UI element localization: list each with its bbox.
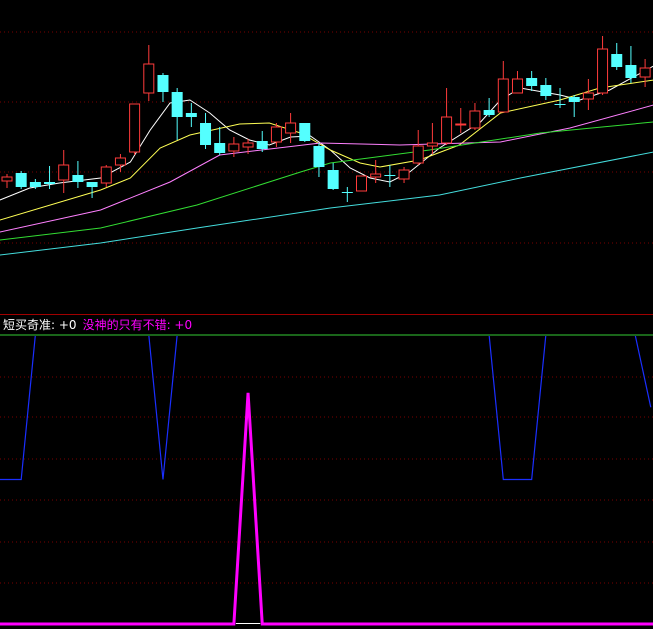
moving-average-line <box>0 79 653 221</box>
candle-body-up <box>582 92 594 100</box>
legend-not-bad: 没神的只有不错: +0 <box>82 318 193 332</box>
indicator-legend: 短买奇准: +0 没神的只有不错: +0 <box>3 317 192 333</box>
candle-body-down <box>483 110 495 115</box>
candle-body-down <box>625 65 637 78</box>
candle-body-down <box>72 175 84 182</box>
candle-body-down <box>313 146 325 167</box>
candle-body-down <box>327 170 339 189</box>
candle-body-down <box>256 141 268 149</box>
candle-body-down <box>341 192 353 193</box>
candle-body-down <box>29 182 41 187</box>
not-bad-line <box>0 392 653 626</box>
candle-body-up <box>597 48 609 94</box>
candle-body-down <box>568 97 580 102</box>
moving-average-line <box>0 104 653 233</box>
candle-body-up <box>143 63 155 94</box>
short-buy-line <box>0 336 652 481</box>
candle-body-down <box>157 75 169 92</box>
candle-body-up <box>426 142 438 147</box>
candle-body-up <box>497 78 509 113</box>
candle-body-down <box>214 143 226 153</box>
candle-body-down <box>185 113 197 117</box>
candle-body-up <box>1 176 13 182</box>
candle-body-down <box>44 182 56 184</box>
candle-body-up <box>228 143 240 152</box>
candle-body-down <box>384 175 396 176</box>
moving-average-line <box>0 151 653 256</box>
moving-average-line <box>0 121 653 241</box>
candle-body-down <box>554 104 566 105</box>
candle-body-down <box>86 182 98 187</box>
candle-body-up <box>58 164 70 181</box>
candle-body-up <box>285 122 297 134</box>
candle-body-up <box>639 67 651 78</box>
candle-body-up <box>114 157 126 166</box>
candle-body-up <box>270 126 282 143</box>
candle-body-down <box>200 123 212 145</box>
candle-body-down <box>171 92 183 117</box>
candle-body-up <box>469 110 481 129</box>
candle-body-up <box>441 116 453 144</box>
candle-body-up <box>455 123 467 126</box>
candle-body-up <box>129 103 141 153</box>
candle-body-up <box>370 173 382 178</box>
candle-body-up <box>100 166 112 184</box>
candle-body-down <box>526 78 538 86</box>
candle-body-up <box>398 169 410 180</box>
candle-body-up <box>242 142 254 148</box>
legend-short-buy: 短买奇准: +0 <box>3 318 77 332</box>
candle-body-up <box>511 78 523 94</box>
moving-average-line <box>0 65 653 201</box>
candle-body-up <box>356 175 367 192</box>
candle-body-up <box>412 145 424 164</box>
candle-body-down <box>540 85 552 96</box>
candle-body-down <box>299 123 311 141</box>
candle-body-down <box>611 54 623 67</box>
candle-body-down <box>15 173 27 187</box>
